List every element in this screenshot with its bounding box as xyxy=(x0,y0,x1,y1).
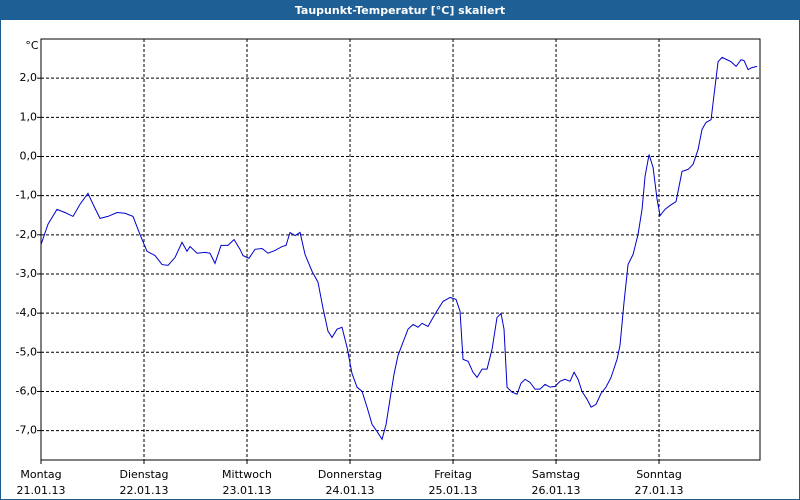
temperature-line xyxy=(40,56,758,441)
x-tick-date: 23.01.13 xyxy=(223,484,272,497)
y-tick-label: -5,0 xyxy=(16,345,37,358)
y-tick-label: 0,0 xyxy=(20,149,38,162)
x-tick-label: Donnerstag xyxy=(318,468,382,481)
y-tick-label: 2,0 xyxy=(20,71,38,84)
x-tick-date: 27.01.13 xyxy=(635,484,684,497)
x-tick-label: Sonntag xyxy=(636,468,682,481)
y-tick-label: -6,0 xyxy=(16,384,37,397)
y-axis-unit: °C xyxy=(25,39,39,52)
x-tick-label: Mittwoch xyxy=(222,468,272,481)
y-tick-label: -3,0 xyxy=(16,267,37,280)
plot-frame xyxy=(40,38,761,461)
plot-area xyxy=(41,39,760,460)
x-tick-label: Dienstag xyxy=(119,468,168,481)
x-tick-date: 21.01.13 xyxy=(17,484,66,497)
y-tick-label: 1,0 xyxy=(20,110,38,123)
y-tick-label: -4,0 xyxy=(16,306,37,319)
x-tick-label: Montag xyxy=(20,468,61,481)
title-bar xyxy=(0,0,800,20)
x-tick-label: Freitag xyxy=(434,468,472,481)
chart-title: Taupunkt-Temperatur [°C] skaliert xyxy=(295,4,505,17)
y-tick-label: -7,0 xyxy=(16,424,37,437)
x-tick-date: 22.01.13 xyxy=(120,484,169,497)
x-tick-date: 24.01.13 xyxy=(326,484,375,497)
y-tick-label: -2,0 xyxy=(16,228,37,241)
x-tick-date: 26.01.13 xyxy=(532,484,581,497)
x-tick-date: 25.01.13 xyxy=(429,484,478,497)
y-tick-label: -1,0 xyxy=(16,189,37,202)
x-tick-label: Samstag xyxy=(532,468,580,481)
